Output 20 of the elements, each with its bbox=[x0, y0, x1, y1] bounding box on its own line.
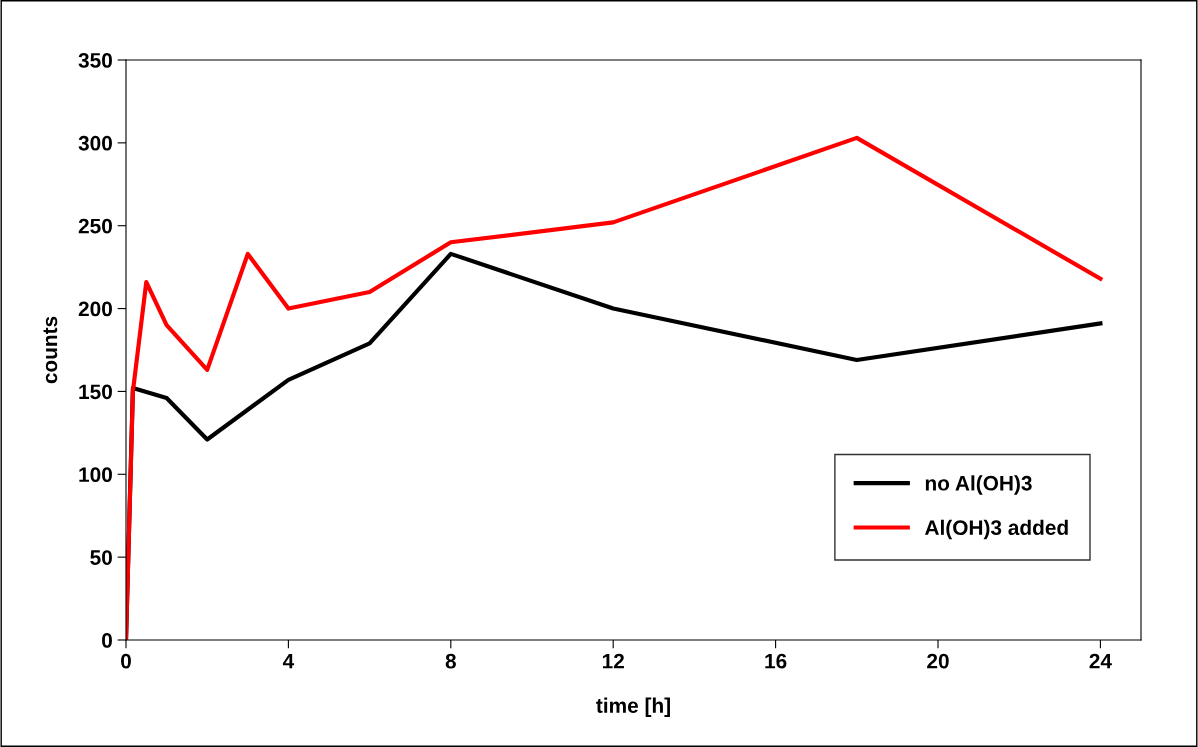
y-tick-label: 200 bbox=[78, 301, 112, 317]
x-tick-label: 0 bbox=[121, 653, 131, 669]
y-tick-label: 150 bbox=[79, 384, 112, 400]
x-tick-label: 20 bbox=[927, 653, 949, 669]
x-axis-title: time [h] bbox=[596, 697, 670, 718]
y-tick-label: 0 bbox=[102, 633, 112, 648]
x-tick-label: 4 bbox=[282, 653, 295, 669]
legend-label: no Al(OH)3 bbox=[925, 475, 1032, 495]
x-tick-label: 12 bbox=[602, 653, 624, 669]
y-tick-label: 350 bbox=[78, 53, 112, 68]
y-tick-label: 250 bbox=[78, 218, 112, 234]
x-tick-label: 8 bbox=[445, 653, 456, 669]
y-axis-title: counts bbox=[43, 316, 58, 384]
y-tick-label: 100 bbox=[79, 467, 112, 483]
legend-label: Al(OH)3 added bbox=[924, 519, 1068, 540]
x-tick-label: 16 bbox=[765, 653, 787, 669]
line-series bbox=[126, 135, 1103, 640]
x-tick-label: 24 bbox=[1089, 653, 1112, 669]
y-tick-label: 50 bbox=[90, 550, 112, 565]
y-tick-label: 300 bbox=[78, 135, 112, 151]
